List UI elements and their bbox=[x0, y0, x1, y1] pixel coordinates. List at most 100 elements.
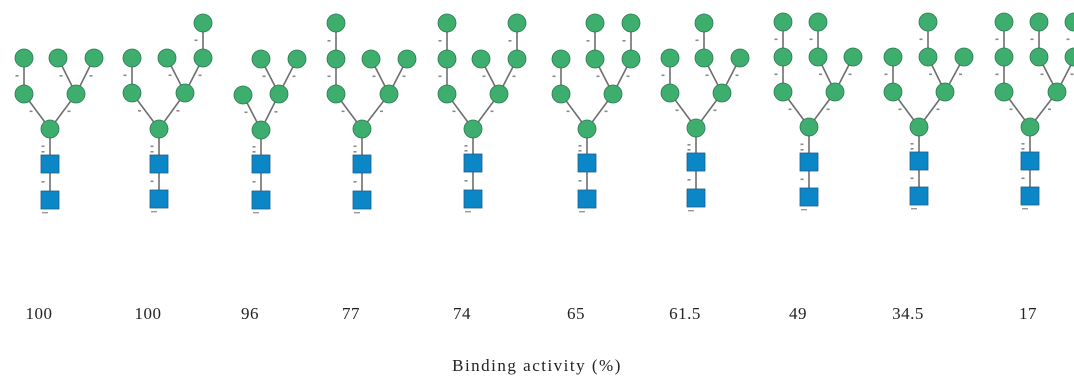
binding-activity-value: 65 bbox=[567, 304, 585, 323]
linkage-mark bbox=[482, 75, 486, 78]
linkage-mark bbox=[735, 74, 739, 77]
binding-activity-value: 49 bbox=[789, 304, 807, 323]
mannose-circle-icon bbox=[193, 48, 213, 68]
linkage-mark bbox=[29, 110, 33, 113]
linkage-mark bbox=[244, 111, 248, 114]
linkage-mark bbox=[586, 40, 590, 42]
mannose-circle-icon bbox=[843, 47, 863, 67]
linkage-mark bbox=[341, 110, 345, 113]
mannose-circle-icon bbox=[233, 85, 253, 105]
mannose-circle-icon bbox=[883, 47, 903, 67]
mannose-circle-icon bbox=[1029, 47, 1049, 67]
mannose-circle-icon bbox=[712, 83, 732, 103]
linkage-mark bbox=[995, 38, 999, 41]
linkage-mark bbox=[262, 75, 266, 78]
mannose-circle-icon bbox=[437, 49, 457, 69]
linkage-mark bbox=[292, 75, 296, 78]
linkage-mark bbox=[41, 145, 45, 148]
linkage-mark bbox=[929, 73, 932, 76]
mannose-circle-icon bbox=[84, 48, 104, 68]
mannose-circle-icon bbox=[660, 48, 680, 68]
mannose-circle-icon bbox=[883, 82, 903, 102]
linkage-mark bbox=[1021, 177, 1025, 180]
linkage-mark bbox=[819, 73, 822, 76]
mannose-circle-icon bbox=[585, 13, 605, 33]
mannose-circle-icon bbox=[603, 84, 623, 104]
linkage-mark bbox=[826, 108, 830, 111]
linkage-mark bbox=[67, 110, 71, 113]
mannose-circle-icon bbox=[326, 13, 346, 33]
linkage-mark bbox=[788, 108, 792, 111]
linkage-mark bbox=[688, 210, 694, 212]
mannose-circle-icon bbox=[825, 82, 845, 102]
linkage-mark bbox=[168, 74, 172, 77]
linkage-mark bbox=[353, 181, 357, 183]
mannose-circle-icon bbox=[621, 49, 641, 69]
mannose-circle-icon bbox=[48, 48, 68, 68]
binding-activity-value: 17 bbox=[1019, 304, 1037, 323]
linkage-mark bbox=[123, 74, 127, 77]
linkage-mark bbox=[800, 178, 804, 181]
mannose-circle-icon bbox=[175, 83, 195, 103]
mannose-circle-icon bbox=[1029, 12, 1049, 32]
linkage-mark bbox=[438, 40, 442, 42]
binding-activity-value: 77 bbox=[342, 304, 360, 323]
glycan-structure bbox=[773, 12, 863, 211]
linkage-mark bbox=[438, 75, 442, 78]
mannose-circle-icon bbox=[918, 47, 938, 67]
mannose-circle-icon bbox=[773, 82, 793, 102]
linkage-mark bbox=[41, 181, 45, 183]
glcnac-square-icon bbox=[352, 154, 372, 174]
linkage-mark bbox=[354, 212, 360, 214]
glycan-structure bbox=[122, 13, 213, 213]
linkage-mark bbox=[774, 73, 778, 76]
mannose-circle-icon bbox=[808, 47, 828, 67]
linkage-mark bbox=[42, 212, 48, 214]
linkage-mark bbox=[252, 181, 256, 183]
glcnac-square-icon bbox=[799, 187, 819, 207]
linkage-mark bbox=[508, 40, 512, 42]
linkage-mark bbox=[801, 209, 807, 211]
linkage-mark bbox=[464, 180, 468, 182]
mannose-circle-icon bbox=[507, 13, 527, 33]
linkage-mark bbox=[1048, 108, 1051, 111]
linkage-mark bbox=[198, 74, 202, 77]
mannose-circle-icon bbox=[730, 48, 750, 68]
binding-activity-value: 34.5 bbox=[892, 304, 924, 323]
linkage-mark bbox=[150, 145, 154, 148]
linkage-mark bbox=[604, 110, 608, 113]
linkage-mark bbox=[1030, 38, 1034, 41]
glcnac-square-icon bbox=[40, 190, 60, 210]
mannose-circle-icon bbox=[1064, 12, 1074, 32]
mannose-circle-icon bbox=[551, 84, 571, 104]
mannose-circle-icon bbox=[799, 117, 819, 137]
linkage-mark bbox=[1070, 73, 1074, 76]
mannose-circle-icon bbox=[251, 120, 271, 140]
linkage-mark bbox=[774, 38, 778, 41]
linkage-mark bbox=[41, 151, 45, 153]
binding-activity-value: 74 bbox=[453, 304, 471, 323]
mannose-circle-icon bbox=[808, 12, 828, 32]
mannose-circle-icon bbox=[287, 49, 307, 69]
mannose-circle-icon bbox=[773, 47, 793, 67]
mannose-circle-icon bbox=[660, 83, 680, 103]
linkage-mark bbox=[661, 74, 665, 77]
linkage-mark bbox=[910, 143, 914, 145]
glcnac-square-icon bbox=[577, 189, 597, 209]
mannose-circle-icon bbox=[909, 117, 929, 137]
mannose-circle-icon bbox=[694, 48, 714, 68]
mannose-circle-icon bbox=[918, 12, 938, 32]
linkage-mark bbox=[464, 145, 468, 147]
linkage-mark bbox=[512, 75, 516, 78]
mannose-circle-icon bbox=[193, 13, 213, 33]
mannose-circle-icon bbox=[994, 47, 1014, 67]
linkage-mark bbox=[579, 211, 585, 213]
glcnac-square-icon bbox=[909, 151, 929, 171]
mannose-circle-icon bbox=[149, 119, 169, 139]
linkage-mark bbox=[176, 110, 180, 112]
glycan-structure bbox=[660, 13, 750, 212]
mannose-circle-icon bbox=[577, 119, 597, 139]
mannose-circle-icon bbox=[397, 49, 417, 69]
glycan-structure bbox=[551, 13, 641, 213]
